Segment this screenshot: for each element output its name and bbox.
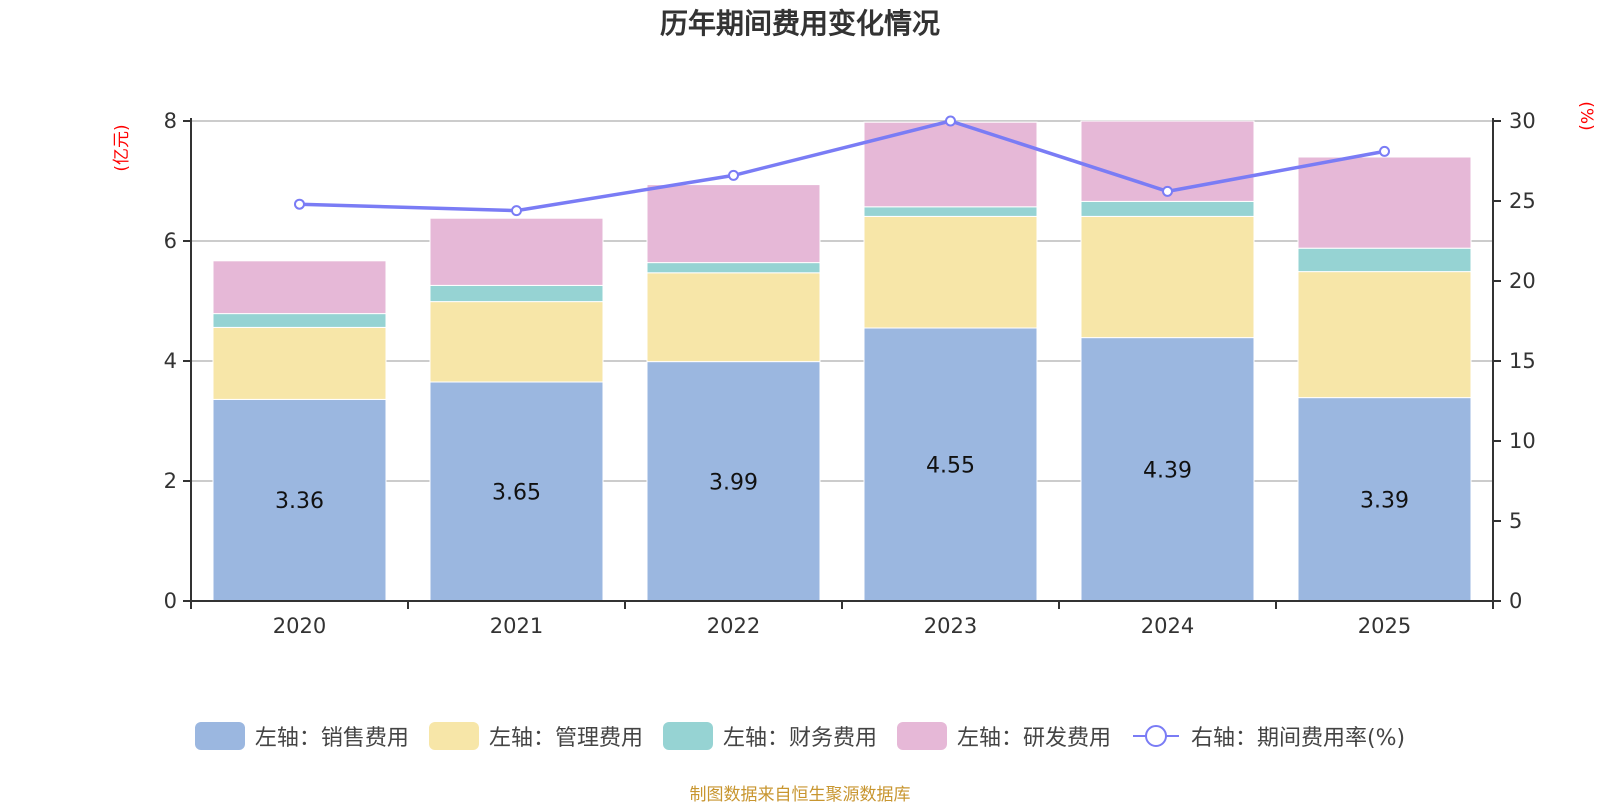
bar-labels: 3.36 3.65 3.99 4.55 4.39 3.39: [275, 454, 1409, 515]
left-axis-tick-label: 4: [164, 349, 177, 373]
legend-item-finance[interactable]: 左轴：财务费用: [662, 720, 877, 752]
bar-value-label: 3.36: [275, 489, 324, 514]
left-axis-tick-label: 6: [164, 229, 177, 253]
legend-label: 左轴：管理费用: [488, 726, 643, 751]
bar-value-label: 3.65: [492, 481, 541, 506]
bar-segment-sales: [1080, 337, 1255, 602]
rate-line-point: [1162, 185, 1173, 197]
bar-segment-rnd: [1297, 156, 1472, 249]
bar-segment-finance: [1297, 247, 1472, 273]
rate-line-point: [728, 169, 739, 181]
bar-segment-management: [212, 326, 387, 400]
x-axis-tick-label: 2023: [924, 614, 977, 638]
x-axis-tick-label: 2021: [490, 614, 543, 638]
bar-value-label: 4.39: [1143, 458, 1192, 483]
left-axis-tick-label: 0: [164, 589, 177, 613]
bar-segment-rnd: [646, 184, 821, 264]
x-axis-tick-label: 2024: [1141, 614, 1194, 638]
legend-swatch-management: [428, 722, 479, 750]
bar-value-label: 3.99: [709, 470, 758, 495]
legend: 左轴：销售费用 左轴：管理费用 左轴：财务费用 左轴：研发费用 右轴：期间费用率(%): [0, 720, 1600, 752]
rate-line: [294, 115, 1390, 217]
right-axis-tick-label: 30: [1509, 109, 1536, 133]
legend-item-rate[interactable]: 右轴：期间费用率(%): [1131, 720, 1405, 752]
x-axis-tick-label: 2020: [273, 614, 326, 638]
bar-segment-sales: [1297, 397, 1472, 602]
bar-segment-management: [863, 215, 1038, 329]
right-axis-tick-label: 5: [1509, 509, 1522, 533]
legend-label: 左轴：销售费用: [254, 726, 409, 751]
bar-segment-finance: [429, 284, 604, 303]
bar-segment-finance: [863, 206, 1038, 217]
data-source-footer: 制图数据来自恒生聚源数据库: [689, 785, 911, 805]
bar-segment-sales: [863, 327, 1038, 602]
legend-label: 左轴：财务费用: [722, 726, 877, 751]
legend-swatch-sales: [194, 722, 245, 750]
chart-title: 历年期间费用变化情况: [659, 7, 940, 40]
rate-line-point: [294, 198, 305, 210]
bars: [212, 120, 1472, 602]
bar-segment-management: [1080, 215, 1255, 339]
rate-line-point: [945, 115, 956, 127]
bar-segment-rnd: [212, 260, 387, 315]
legend-swatch-finance: [662, 722, 713, 750]
rate-line-point: [511, 205, 522, 217]
bar-segment-finance: [212, 313, 387, 328]
left-axis-unit-label: (亿元): [112, 124, 132, 171]
legend-line-circle-icon: [1132, 725, 1179, 747]
rate-line-path: [299, 119, 1385, 213]
bar-segment-finance: [1080, 200, 1255, 217]
bar-segment-management: [429, 301, 604, 383]
bar-segment-management: [1297, 271, 1472, 399]
right-axis-tick-label: 15: [1509, 349, 1536, 373]
legend-item-rnd[interactable]: 左轴：研发费用: [896, 720, 1111, 752]
legend-item-management[interactable]: 左轴：管理费用: [428, 720, 643, 752]
legend-swatch-rnd: [896, 722, 947, 750]
bar-segment-management: [646, 272, 821, 363]
bar-value-label: 4.55: [926, 454, 975, 479]
bar-value-label: 3.39: [1360, 488, 1409, 513]
rate-line-point: [1379, 145, 1390, 157]
bar-segment-finance: [646, 262, 821, 274]
right-axis-tick-label: 20: [1509, 269, 1536, 293]
legend-label: 左轴：研发费用: [956, 726, 1111, 751]
right-axis-tick-label: 0: [1509, 589, 1522, 613]
legend-label: 右轴：期间费用率(%): [1190, 726, 1406, 751]
bar-segment-sales: [646, 361, 821, 602]
right-axis-tick-label: 25: [1509, 189, 1536, 213]
grid-lines: [191, 120, 1493, 482]
left-axis-tick-label: 2: [164, 469, 177, 493]
bar-segment-sales: [429, 381, 604, 602]
legend-item-sales[interactable]: 左轴：销售费用: [194, 720, 409, 752]
right-axis-tick-label: 10: [1509, 429, 1536, 453]
right-axis-unit-label: (%): [1576, 101, 1596, 130]
bar-segment-rnd: [429, 217, 604, 286]
x-axis-tick-label: 2022: [707, 614, 760, 638]
left-axis-tick-label: 8: [164, 109, 177, 133]
x-axis-tick-label: 2025: [1358, 614, 1411, 638]
